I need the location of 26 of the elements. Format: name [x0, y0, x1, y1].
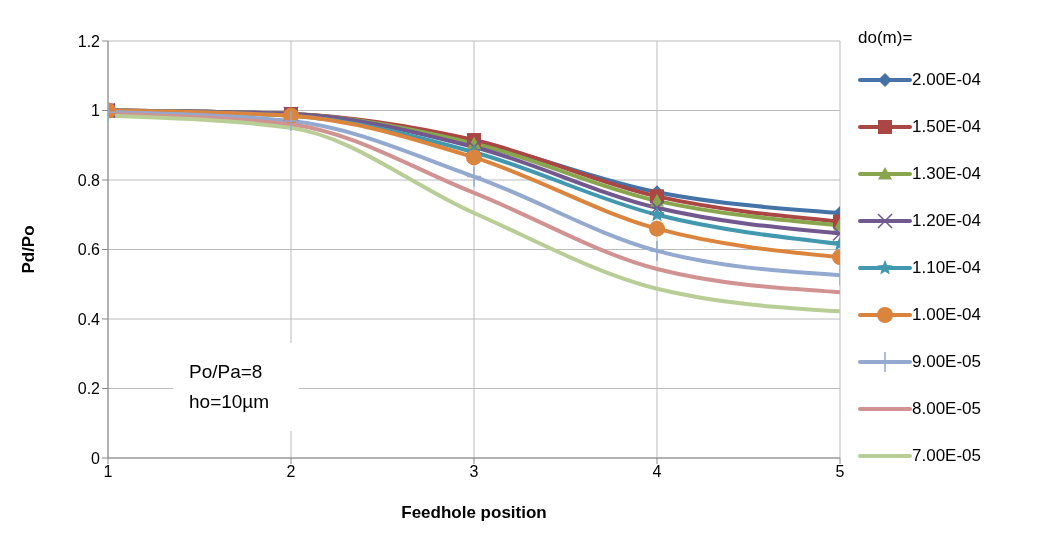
y-tick-label: 0.8: [77, 171, 101, 189]
legend-label: 1.20E-04: [912, 210, 981, 231]
legend-label: 1.30E-04: [912, 163, 981, 184]
x-tick-label: 2: [286, 463, 296, 481]
annotation: ho=10µm: [189, 390, 270, 414]
y-tick-label: 0.6: [77, 241, 101, 259]
x-tick-label: 3: [469, 463, 479, 481]
annotation: Po/Pa=8: [189, 360, 264, 384]
y-axis-title: Pd/Po: [19, 225, 39, 274]
legend-label: 8.00E-05: [912, 398, 981, 419]
y-tick-label: 1: [91, 102, 101, 120]
legend-label: 1.00E-04: [912, 304, 981, 325]
legend-label: 9.00E-05: [912, 351, 981, 372]
legend-label: 1.50E-04: [912, 116, 981, 137]
x-axis-title: Feedhole position: [401, 503, 547, 522]
x-tick-label: 5: [835, 463, 845, 481]
legend-title: do(m)=: [858, 28, 914, 48]
x-tick-label: 4: [652, 463, 662, 481]
legend-label: 2.00E-04: [912, 69, 981, 90]
x-tick-label: 1: [103, 463, 113, 481]
y-tick-label: 1.2: [77, 32, 101, 50]
legend-label: 7.00E-05: [912, 445, 981, 466]
y-tick-label: 0: [91, 449, 101, 467]
legend-label: 1.10E-04: [912, 257, 981, 278]
y-tick-label: 0.2: [77, 380, 101, 398]
y-tick-label: 0.4: [77, 310, 101, 328]
